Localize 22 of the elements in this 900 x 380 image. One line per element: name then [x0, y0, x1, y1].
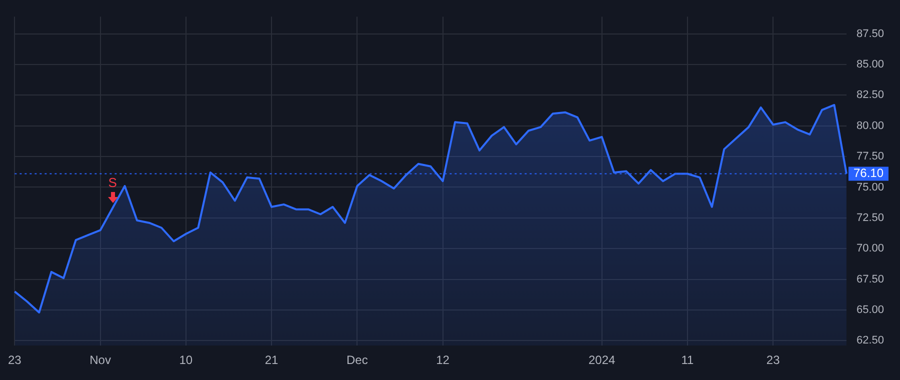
y-tick-label: 65.00: [856, 304, 884, 316]
y-tick-label: 67.50: [856, 273, 884, 286]
x-tick-label: 11: [681, 353, 694, 368]
y-tick-label: 62.50: [856, 334, 884, 347]
y-tick-label: 85.00: [856, 58, 884, 71]
x-tick-label: 21: [264, 353, 279, 368]
x-tick-label: 23: [766, 353, 780, 368]
annotation: S: [107, 175, 118, 190]
x-tick-label: 12: [436, 353, 450, 368]
x-tick-label: 10: [179, 353, 193, 368]
x-tick-label: Nov: [90, 353, 111, 368]
y-tick-label: 77.50: [856, 150, 884, 163]
y-tick-label: 72.50: [856, 212, 884, 224]
y-tick-label: 80.00: [856, 120, 884, 132]
y-tick-label: 87.50: [856, 28, 884, 40]
x-tick-label: Dec: [346, 353, 368, 368]
x-tick-label: 2024: [588, 353, 616, 368]
x-tick-label: 23: [8, 353, 22, 368]
y-tick-label: 75.00: [856, 181, 884, 194]
ref-line-label: 76.10: [853, 166, 884, 180]
y-tick-label: 70.00: [856, 242, 884, 255]
y-tick-label: 82.50: [856, 89, 884, 102]
